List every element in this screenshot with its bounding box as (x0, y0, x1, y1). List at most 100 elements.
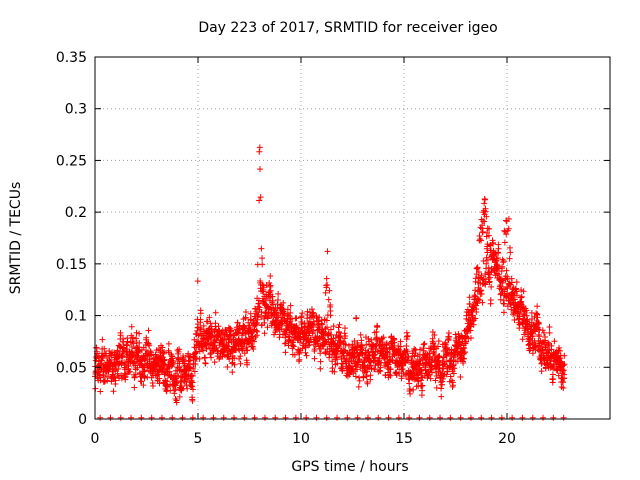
zero-marker (261, 414, 268, 421)
data-point (512, 285, 519, 292)
zero-marker (313, 414, 320, 421)
data-point (260, 282, 267, 289)
data-point (358, 337, 365, 344)
data-point (146, 342, 153, 349)
data-point (192, 355, 199, 362)
data-point (434, 343, 441, 350)
data-point (275, 313, 282, 320)
data-point (442, 341, 449, 348)
data-point (486, 225, 493, 232)
data-point (242, 314, 249, 321)
data-point (485, 232, 492, 239)
data-point (342, 333, 349, 340)
zero-marker (416, 414, 423, 421)
data-point (523, 312, 530, 319)
data-point (218, 337, 225, 344)
data-point (247, 310, 254, 317)
data-point (264, 324, 271, 331)
data-point (481, 280, 488, 287)
data-point (425, 371, 432, 378)
data-point (465, 326, 472, 333)
x-tick-label: 20 (498, 431, 516, 447)
data-point (261, 319, 268, 326)
data-point (266, 279, 273, 286)
zero-marker (117, 414, 124, 421)
data-point (510, 311, 517, 318)
data-point (317, 358, 324, 365)
data-point (298, 313, 305, 320)
data-point (327, 312, 334, 319)
zero-marker (220, 414, 227, 421)
x-tick-label: 0 (91, 431, 100, 447)
data-point (438, 393, 445, 400)
data-point (377, 364, 384, 371)
data-point (314, 340, 321, 347)
data-point (480, 258, 487, 265)
data-point (555, 372, 562, 379)
data-point (529, 350, 536, 357)
data-point (117, 332, 124, 339)
data-point (101, 378, 108, 385)
data-point (419, 382, 426, 389)
data-point (316, 314, 323, 321)
data-point (311, 320, 318, 327)
data-point (559, 379, 566, 386)
data-point (143, 334, 150, 341)
data-point (200, 347, 207, 354)
data-point (518, 293, 525, 300)
data-point (166, 368, 173, 375)
data-point (428, 345, 435, 352)
plot-frame (94, 56, 611, 420)
zero-marker (395, 414, 402, 421)
data-point (545, 339, 552, 346)
data-point (367, 372, 374, 379)
data-point (550, 365, 557, 372)
data-point (511, 317, 518, 324)
zero-marker (292, 414, 299, 421)
data-point (302, 349, 309, 356)
data-point (416, 356, 423, 363)
data-point (192, 361, 199, 368)
data-point (355, 383, 362, 390)
data-point (317, 350, 324, 357)
data-point (538, 360, 545, 367)
data-point (203, 346, 210, 353)
data-point (236, 355, 243, 362)
data-point (476, 296, 483, 303)
data-point (463, 338, 470, 345)
data-point (451, 365, 458, 372)
data-point (197, 325, 204, 332)
data-point (329, 365, 336, 372)
data-point (247, 324, 254, 331)
data-point (536, 320, 543, 327)
data-point (352, 373, 359, 380)
data-point (282, 349, 289, 356)
data-point (243, 344, 250, 351)
data-point (175, 348, 182, 355)
y-tick-label: 0.2 (65, 205, 87, 221)
data-point (538, 368, 545, 375)
data-point (486, 278, 493, 285)
zero-marker (323, 414, 330, 421)
data-point (485, 264, 492, 271)
data-point (353, 347, 360, 354)
data-point (258, 245, 265, 252)
data-point (296, 356, 303, 363)
data-point (169, 359, 176, 366)
data-point (492, 250, 499, 257)
data-point (176, 393, 183, 400)
data-point (482, 196, 489, 203)
data-point (409, 369, 416, 376)
data-point (145, 327, 152, 334)
data-point (231, 354, 238, 361)
data-point (234, 319, 241, 326)
data-point (173, 379, 180, 386)
data-point (482, 281, 489, 288)
data-point (473, 308, 480, 315)
data-point (345, 342, 352, 349)
data-point (499, 263, 506, 270)
data-point (290, 342, 297, 349)
y-tick-label: 0.05 (56, 360, 87, 376)
data-point (280, 299, 287, 306)
data-point (477, 287, 484, 294)
